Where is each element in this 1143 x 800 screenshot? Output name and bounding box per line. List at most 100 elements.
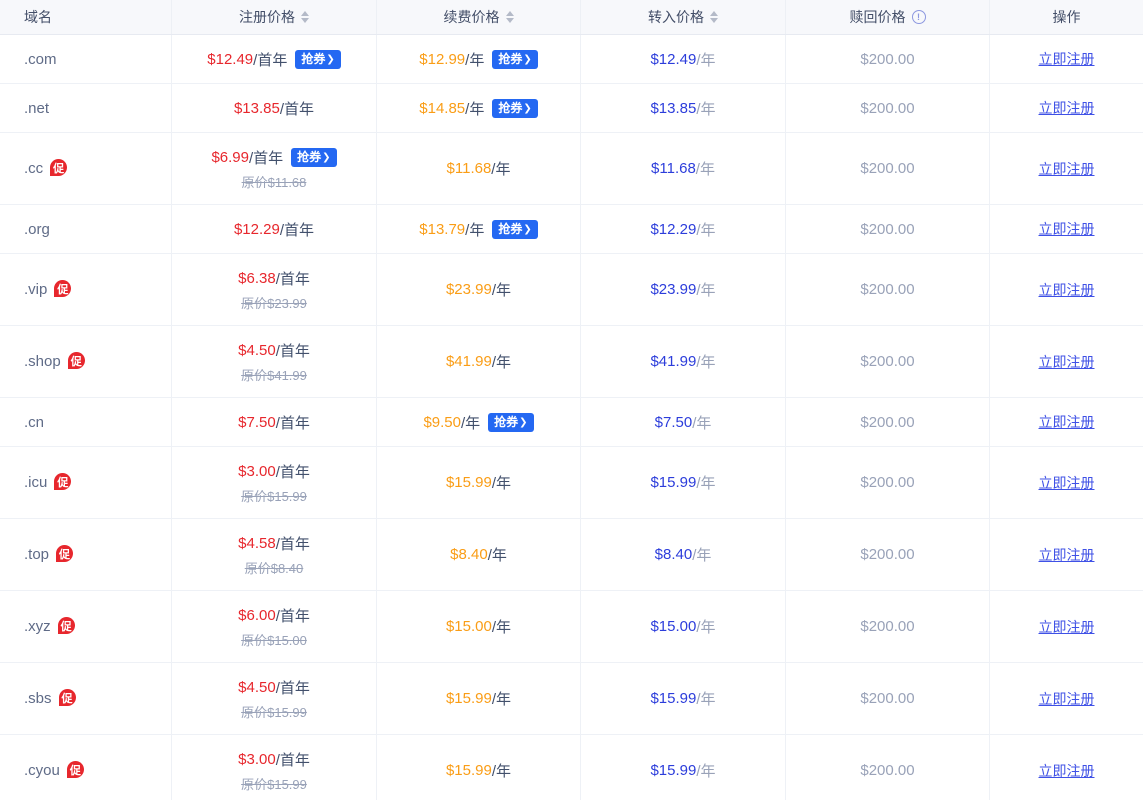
register-now-link[interactable]: 立即注册 <box>1038 618 1095 635</box>
action-cell: 立即注册 <box>990 663 1143 734</box>
coupon-label: 抢券 <box>498 100 523 115</box>
transfer-price: $15.99 <box>650 762 697 779</box>
renewal-price-cell: $14.85 /年 抢券 ❯ <box>377 84 581 132</box>
transfer-price-unit: /年 <box>696 763 716 780</box>
redemption-price: $200.00 <box>860 99 915 117</box>
coupon-badge[interactable]: 抢券 ❯ <box>492 98 538 118</box>
table-body: .com 促 $12.49 /首年 抢券 ❯ $12.99 /年 抢券 ❯ <box>0 35 1143 800</box>
renewal-price-cell: $41.99 /年 抢券 ❯ <box>377 326 581 397</box>
redemption-price: $200.00 <box>860 413 915 431</box>
registration-price-cell: $4.50 /首年 抢券 ❯ 原价$41.99 <box>172 326 377 397</box>
renewal-price-cell: $23.99 /年 抢券 ❯ <box>377 254 581 325</box>
renewal-price-unit: /年 <box>491 691 512 708</box>
transfer-price-unit: /年 <box>696 100 716 118</box>
transfer-price-cell: $7.50 /年 <box>581 398 786 446</box>
registration-price: $13.85 <box>233 99 280 117</box>
redemption-price-cell: $200.00 <box>786 519 990 590</box>
redemption-price-cell: $200.00 <box>786 398 990 446</box>
renewal-price-unit: /年 <box>491 282 512 299</box>
domain-cell: .net 促 <box>0 84 172 132</box>
renewal-price-cell: $15.99 /年 抢券 ❯ <box>377 735 581 800</box>
renewal-price-unit: /年 <box>465 51 485 69</box>
register-now-link[interactable]: 立即注册 <box>1038 221 1095 237</box>
sort-icon[interactable] <box>710 11 718 23</box>
column-label: 续费价格 <box>443 9 500 25</box>
chevron-right-icon: ❯ <box>519 416 528 428</box>
redemption-price: $200.00 <box>860 281 915 298</box>
registration-price: $6.38 <box>238 269 276 287</box>
table-row: .cn 促 $7.50 /首年 抢券 ❯ $9.50 /年 抢券 ❯ <box>0 398 1143 447</box>
transfer-price-unit: /年 <box>692 414 712 432</box>
registration-price: $4.50 <box>238 341 276 359</box>
register-now-link[interactable]: 立即注册 <box>1038 474 1095 491</box>
transfer-price-cell: $23.99 /年 <box>581 254 786 325</box>
coupon-badge[interactable]: 抢券 ❯ <box>291 147 337 167</box>
register-now-link[interactable]: 立即注册 <box>1038 414 1095 430</box>
original-price: 原价$15.99 <box>241 704 307 720</box>
transfer-price-cell: $12.49 /年 <box>581 35 786 83</box>
domain-name: .net <box>24 99 50 117</box>
redemption-price-cell: $200.00 <box>786 326 990 397</box>
transfer-price: $12.29 <box>650 220 697 238</box>
coupon-badge[interactable]: 抢券 ❯ <box>488 412 534 432</box>
coupon-badge[interactable]: 抢券 ❯ <box>492 49 538 69</box>
transfer-price-unit: /年 <box>696 51 716 69</box>
register-now-link[interactable]: 立即注册 <box>1038 353 1095 370</box>
registration-price-unit: /首年 <box>275 342 310 360</box>
register-now-link[interactable]: 立即注册 <box>1038 762 1095 779</box>
register-now-link[interactable]: 立即注册 <box>1038 281 1095 298</box>
table-row: .shop 促 $4.50 /首年 抢券 ❯ 原价$41.99 $41.99 /… <box>0 326 1143 398</box>
renewal-price-unit: /年 <box>491 763 512 780</box>
transfer-price-cell: $11.68 /年 <box>581 133 786 204</box>
register-now-link[interactable]: 立即注册 <box>1038 100 1095 116</box>
info-icon[interactable]: ! <box>911 10 926 24</box>
transfer-price: $23.99 <box>650 281 697 298</box>
header-operation: 操作 <box>990 0 1143 34</box>
registration-price-cell: $12.49 /首年 抢券 ❯ <box>172 35 377 83</box>
registration-price-cell: $6.38 /首年 抢券 ❯ 原价$23.99 <box>172 254 377 325</box>
redemption-price: $200.00 <box>860 220 915 238</box>
renewal-price-unit: /年 <box>465 221 485 239</box>
coupon-label: 抢券 <box>494 414 519 429</box>
promo-badge: 促 <box>56 545 74 562</box>
register-now-link[interactable]: 立即注册 <box>1038 690 1095 707</box>
chevron-right-icon: ❯ <box>523 102 532 114</box>
transfer-price-cell: $15.00 /年 <box>581 591 786 662</box>
registration-price: $6.00 <box>238 606 276 624</box>
transfer-price: $8.40 <box>654 546 693 563</box>
registration-price: $3.00 <box>238 750 276 768</box>
sort-icon[interactable] <box>301 11 309 23</box>
coupon-badge[interactable]: 抢券 ❯ <box>492 219 538 239</box>
redemption-price: $200.00 <box>860 160 915 177</box>
transfer-price: $15.99 <box>650 474 697 491</box>
register-now-link[interactable]: 立即注册 <box>1038 160 1095 177</box>
redemption-price-cell: $200.00 <box>786 254 990 325</box>
redemption-price-cell: $200.00 <box>786 591 990 662</box>
domain-cell: .icu 促 <box>0 447 172 518</box>
renewal-price-cell: $9.50 /年 抢券 ❯ <box>377 398 581 446</box>
renewal-price: $15.99 <box>445 690 492 707</box>
renewal-price-cell: $11.68 /年 抢券 ❯ <box>377 133 581 204</box>
register-now-link[interactable]: 立即注册 <box>1038 546 1095 563</box>
transfer-price-cell: $12.29 /年 <box>581 205 786 253</box>
action-cell: 立即注册 <box>990 205 1143 253</box>
coupon-badge[interactable]: 抢券 ❯ <box>295 49 341 69</box>
renewal-price: $23.99 <box>445 281 492 298</box>
domain-cell: .com 促 <box>0 35 172 83</box>
transfer-price: $41.99 <box>650 353 697 370</box>
transfer-price: $15.00 <box>650 618 697 635</box>
redemption-price-cell: $200.00 <box>786 663 990 734</box>
action-cell: 立即注册 <box>990 447 1143 518</box>
renewal-price-unit: /年 <box>491 619 512 636</box>
table-row: .net 促 $13.85 /首年 抢券 ❯ $14.85 /年 抢券 ❯ <box>0 84 1143 133</box>
sort-icon[interactable] <box>505 11 514 23</box>
redemption-price: $200.00 <box>860 762 915 779</box>
redemption-price: $200.00 <box>860 618 915 635</box>
table-row: .sbs 促 $4.50 /首年 抢券 ❯ 原价$15.99 $15.99 /年… <box>0 663 1143 735</box>
table-row: .org 促 $12.29 /首年 抢券 ❯ $13.79 /年 抢券 ❯ <box>0 205 1143 254</box>
registration-price-cell: $13.85 /首年 抢券 ❯ <box>172 84 377 132</box>
header-redemption-price: 赎回价格 ! <box>786 0 990 34</box>
register-now-link[interactable]: 立即注册 <box>1038 51 1095 67</box>
renewal-price: $15.99 <box>445 762 492 779</box>
registration-price-cell: $3.00 /首年 抢券 ❯ 原价$15.99 <box>172 735 377 800</box>
